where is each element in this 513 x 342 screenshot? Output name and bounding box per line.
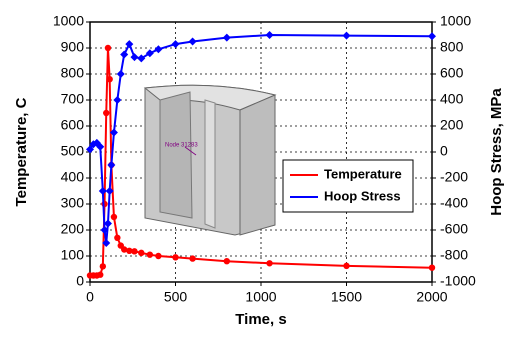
y2-tick-label: -600 <box>440 221 468 237</box>
marker <box>172 254 178 260</box>
y-tick-label: 1000 <box>53 13 84 29</box>
marker <box>111 214 117 220</box>
marker <box>100 263 106 269</box>
marker <box>101 201 107 207</box>
marker <box>103 110 109 116</box>
y-tick-label: 600 <box>61 117 85 133</box>
y-tick-label: 300 <box>61 195 85 211</box>
y2-tick-label: 600 <box>440 65 464 81</box>
y2-tick-label: 800 <box>440 39 464 55</box>
marker <box>105 45 111 51</box>
marker <box>131 248 137 254</box>
marker <box>429 265 435 271</box>
y2-tick-label: 0 <box>440 143 448 159</box>
x-tick-label: 1500 <box>331 289 362 305</box>
legend-label: Temperature <box>324 166 402 181</box>
y2-tick-label: -400 <box>440 195 468 211</box>
marker <box>189 255 195 261</box>
x-tick-label: 1000 <box>245 289 276 305</box>
chart: Node 31283 Time, s Temperature, C Hoop S… <box>0 0 513 337</box>
marker <box>224 258 230 264</box>
inset-face <box>205 100 215 228</box>
annotation: Node 31283 <box>165 143 198 149</box>
y2-axis-title: Hoop Stress, MPa <box>488 88 505 216</box>
marker <box>147 252 153 258</box>
legend: Temperature Hoop Stress <box>283 160 413 212</box>
y-tick-label: 500 <box>61 143 85 159</box>
x-tick-label: 0 <box>86 289 94 305</box>
marker <box>114 235 120 241</box>
y-tick-label: 800 <box>61 65 85 81</box>
inset-image: Node 31283 <box>145 85 275 235</box>
y2-tick-label: 200 <box>440 117 464 133</box>
x-tick-label: 500 <box>164 289 188 305</box>
x-tick-label: 2000 <box>416 289 447 305</box>
y-tick-label: 0 <box>76 273 84 289</box>
marker <box>138 250 144 256</box>
y2-tick-label: 1000 <box>440 13 471 29</box>
legend-label: Hoop Stress <box>324 188 401 203</box>
inset-face <box>240 95 275 235</box>
y2-tick-label: -800 <box>440 247 468 263</box>
marker <box>97 272 103 278</box>
y-tick-label: 200 <box>61 221 85 237</box>
marker <box>343 263 349 269</box>
y-tick-label: 400 <box>61 169 85 185</box>
marker <box>155 253 161 259</box>
y2-tick-label: -1000 <box>440 273 476 289</box>
y2-tick-label: -200 <box>440 169 468 185</box>
marker <box>266 260 272 266</box>
y-tick-label: 100 <box>61 247 85 263</box>
x-axis-title: Time, s <box>235 311 286 328</box>
y-axis-title: Temperature, C <box>13 97 30 206</box>
marker <box>106 76 112 82</box>
y-tick-label: 700 <box>61 91 85 107</box>
y-tick-label: 900 <box>61 39 85 55</box>
inset-face <box>160 92 192 218</box>
y2-tick-label: 400 <box>440 91 464 107</box>
